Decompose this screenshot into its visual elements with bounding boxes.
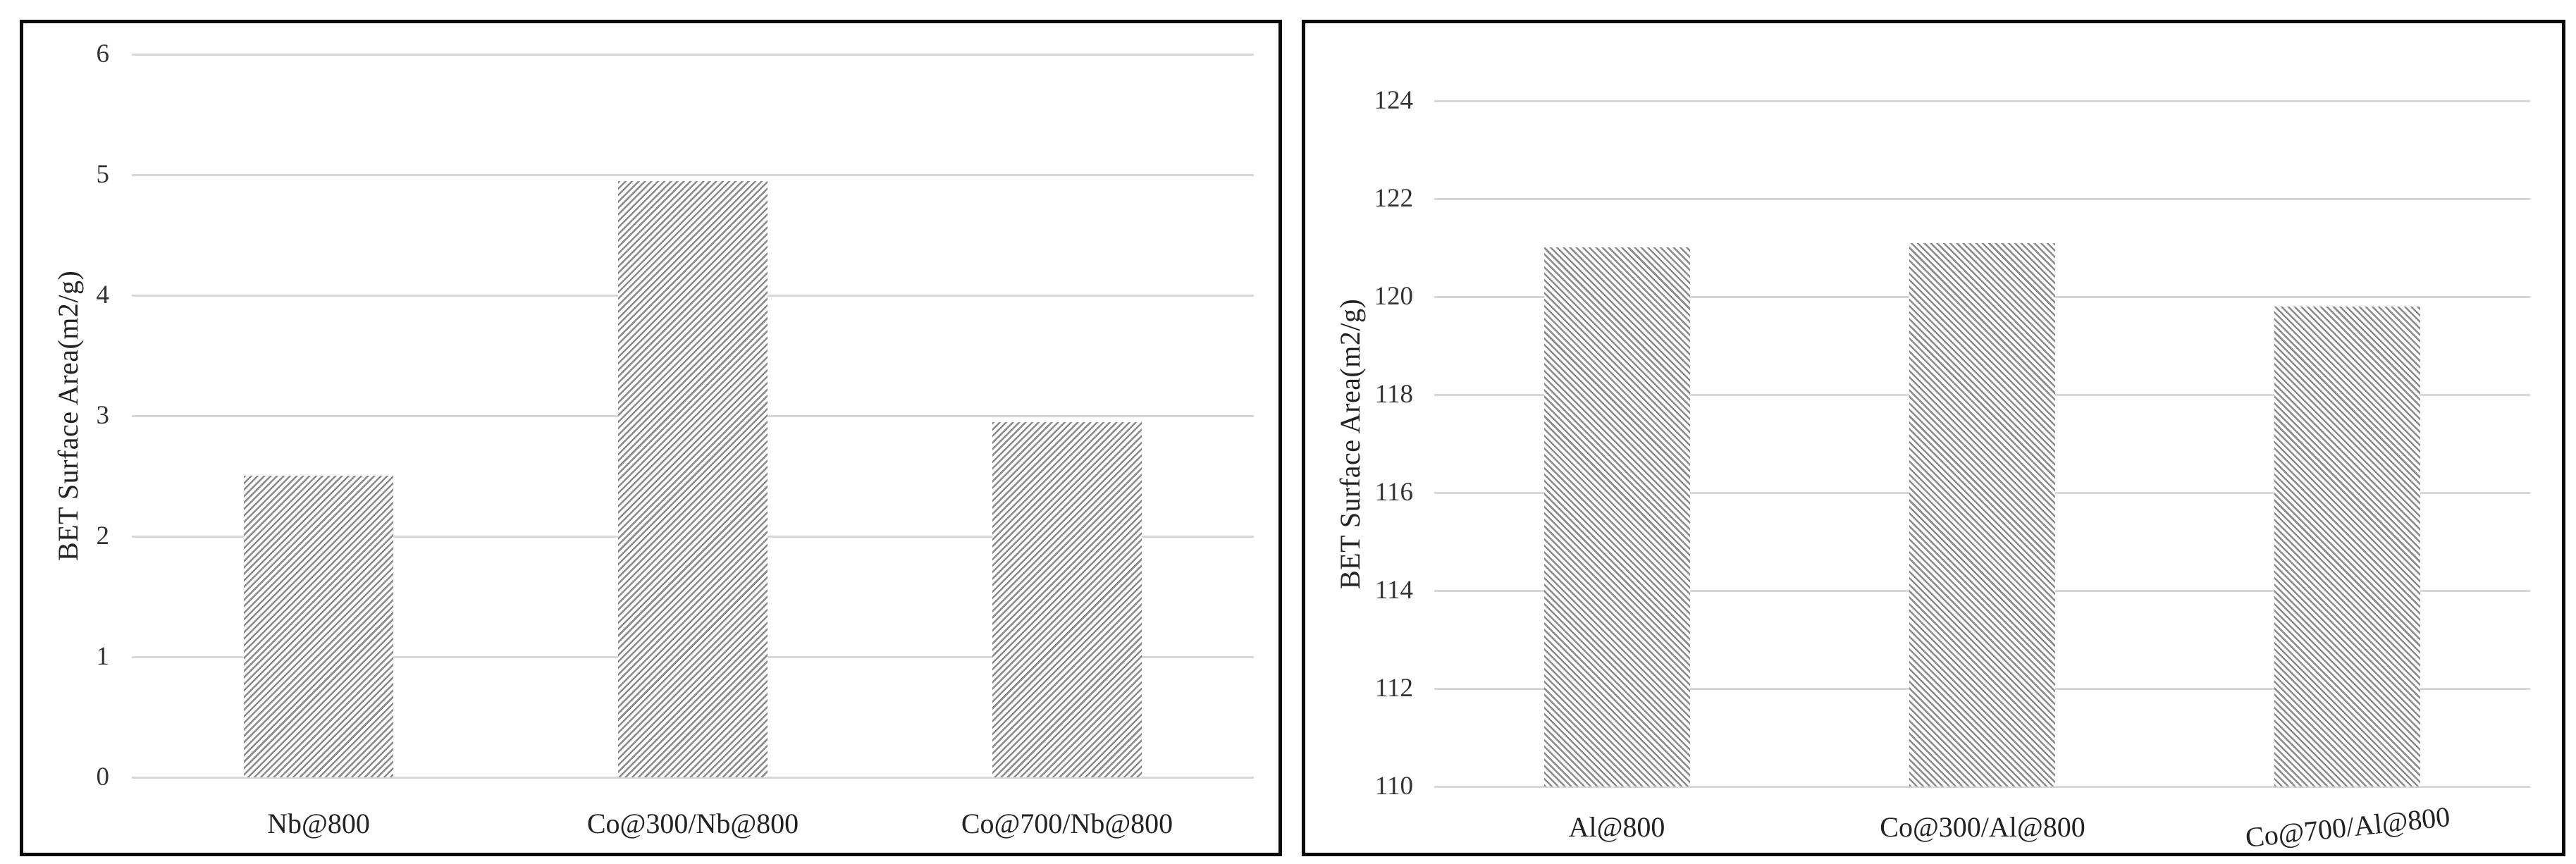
x-category-label: Co@700/Nb@800 [961,808,1173,839]
y-tick-label: 5 [96,160,110,189]
y-tick-label: 122 [1374,184,1414,213]
y-tick-label: 118 [1374,380,1413,409]
bar [2274,307,2420,786]
gridline [132,776,1254,779]
gridline [1434,785,2530,788]
y-tick-label: 2 [96,522,110,550]
y-tick-label: 120 [1374,282,1414,311]
y-tick-label: 3 [96,401,110,430]
bar [1544,247,1690,786]
gridline [1434,99,2530,102]
plot-area [132,53,1254,779]
y-tick-label: 1 [96,642,110,671]
plot-area [1434,99,2530,788]
gridline [132,53,1254,56]
y-tick-label: 110 [1374,772,1413,801]
bar [992,422,1142,777]
y-tick-label: 114 [1374,576,1413,605]
gridline [132,173,1254,176]
x-category-label: Co@300/Nb@800 [586,808,799,839]
x-category-label: Nb@800 [267,808,370,839]
y-tick-label: 4 [96,280,110,309]
y-tick-label: 116 [1374,478,1413,507]
bar [1909,243,2055,786]
gridline [1434,197,2530,200]
bar [244,476,393,777]
x-category-label: Co@300/Al@800 [1880,811,2085,843]
x-category-label: Co@700/Al@800 [2243,800,2452,854]
y-tick-label: 0 [96,763,110,791]
y-tick-label: 112 [1374,674,1413,703]
x-category-label: Al@800 [1568,811,1665,843]
y-tick-label: 124 [1374,86,1414,115]
chart-panel-right: BET Surface Area(m2/g) 110 112 114 116 118 12… [1302,20,2565,856]
bar [618,181,768,777]
y-tick-label: 6 [96,39,110,68]
